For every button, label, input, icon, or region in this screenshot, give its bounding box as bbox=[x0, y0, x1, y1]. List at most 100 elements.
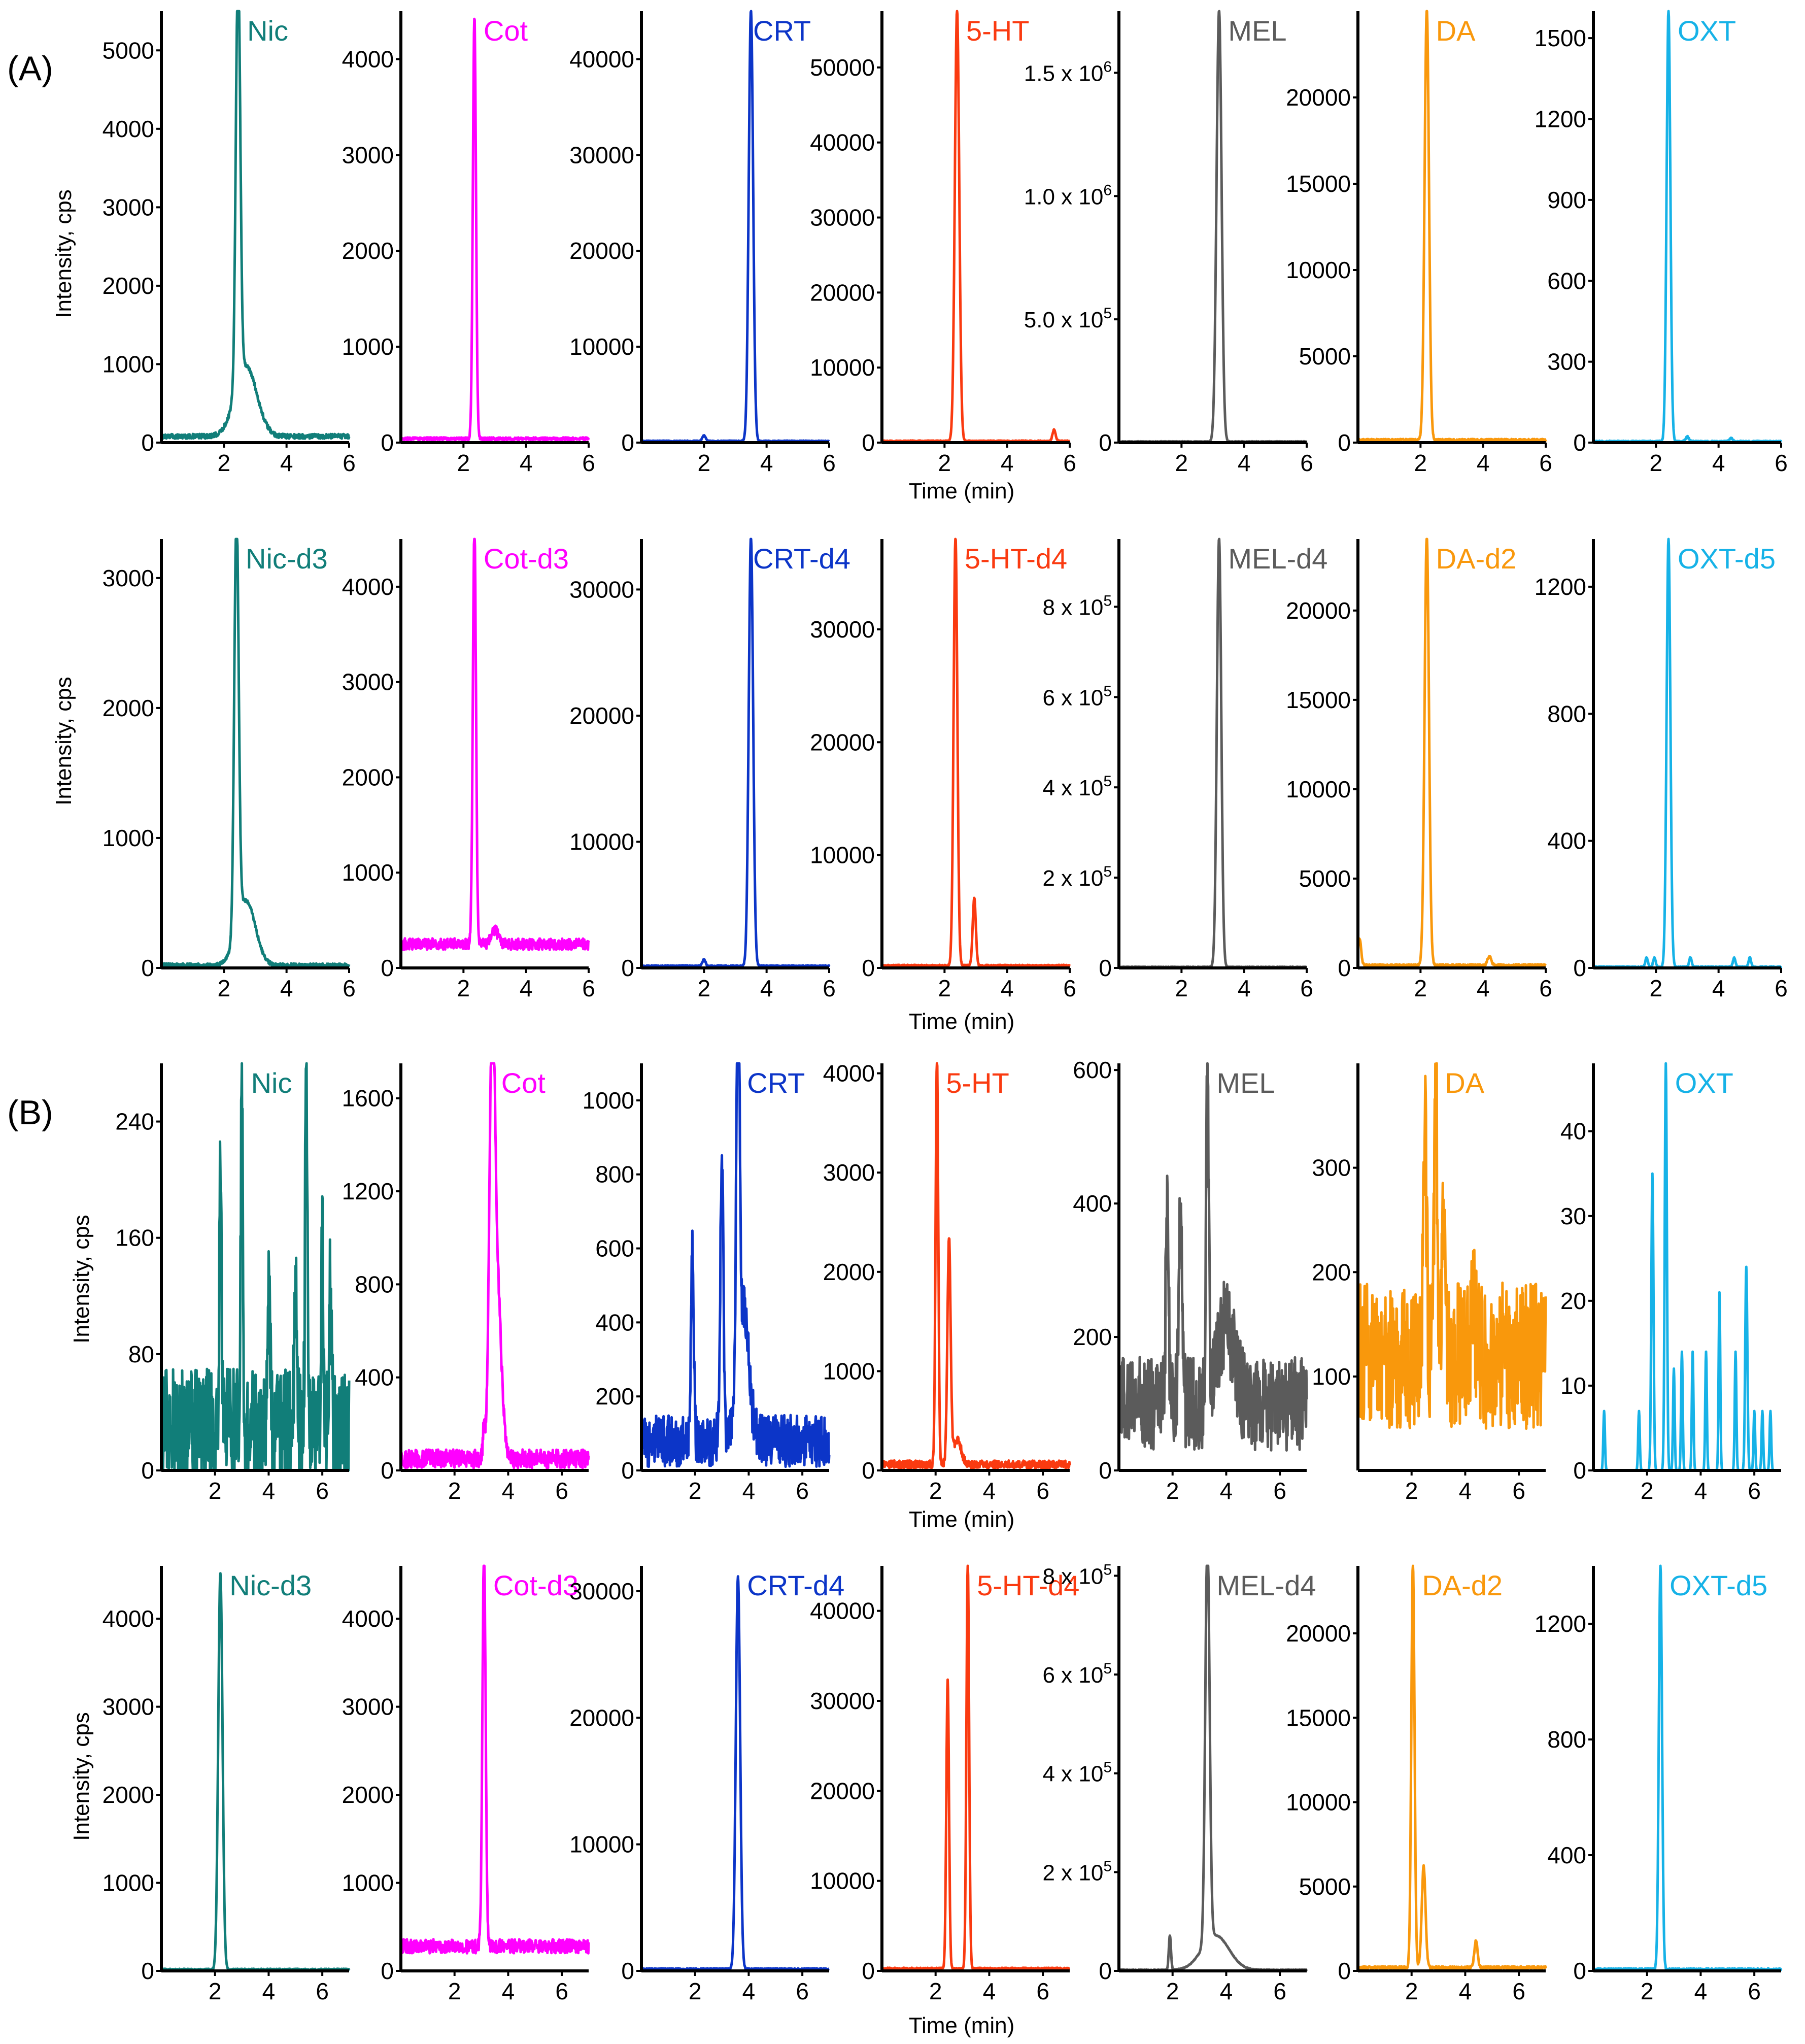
y-tick-label: 0 bbox=[1099, 955, 1112, 981]
y-tick-label: 1000 bbox=[823, 1358, 875, 1384]
chart-a-cot-d3: 0 1000 2000 3000 4000 2 4 6 Cot-d3 bbox=[342, 538, 595, 1001]
y-tick-label: 20000 bbox=[569, 702, 634, 729]
y-tick-label: 1000 bbox=[103, 1870, 154, 1896]
x-tick-label: 4 bbox=[1238, 975, 1251, 1001]
y-tick-label: 1600 bbox=[342, 1085, 394, 1112]
x-tick-label: 2 bbox=[1166, 1478, 1179, 1504]
x-tick-label: 2 bbox=[1650, 450, 1663, 476]
y-tick-label: 160 bbox=[115, 1225, 154, 1251]
y-tick-label: 1.5 x 106 bbox=[1024, 58, 1112, 86]
x-tick-label: 4 bbox=[502, 1478, 515, 1504]
y-tick-label: 0 bbox=[381, 1457, 394, 1484]
y-tick-label: 4000 bbox=[103, 1605, 154, 1632]
x-tick-label: 4 bbox=[983, 1478, 996, 1504]
y-axis-title-a2: Intensity, cps bbox=[51, 677, 76, 806]
y-tick-label: 2000 bbox=[103, 273, 154, 299]
chart-a-nic: 0 1000 2000 3000 4000 5000 2 4 6 Nic bbox=[103, 10, 356, 476]
y-tick-label: 1000 bbox=[103, 351, 154, 377]
y-tick-label: 20000 bbox=[1286, 84, 1351, 111]
x-tick-label: 2 bbox=[448, 1978, 461, 2004]
y-tick-label: 1000 bbox=[342, 1870, 394, 1896]
x-tick-label: 6 bbox=[1512, 1478, 1525, 1504]
x-tick-label: 2 bbox=[1405, 1978, 1418, 2004]
series-label-b-nic-d3: Nic-d3 bbox=[229, 1569, 312, 1601]
chart-a-oxt-d5: 0 400 800 1200 2 4 6 OXT-d5 bbox=[1535, 538, 1788, 1001]
y-tick-label: 6 x 105 bbox=[1042, 1660, 1112, 1688]
x-tick-label: 4 bbox=[742, 1978, 756, 2004]
y-tick-label: 1200 bbox=[1535, 1611, 1586, 1637]
series-line-a-nic-d3 bbox=[160, 538, 351, 969]
x-tick-label: 4 bbox=[1001, 975, 1014, 1001]
y-tick-label: 8 x 105 bbox=[1042, 592, 1112, 620]
y-tick-label: 20000 bbox=[810, 729, 875, 755]
y-tick-label: 600 bbox=[1547, 267, 1586, 294]
y-tick-label: 2000 bbox=[342, 238, 394, 264]
y-tick-label: 1000 bbox=[583, 1087, 634, 1114]
series-label-b-mel-d4: MEL-d4 bbox=[1216, 1569, 1316, 1601]
y-tick-label: 80 bbox=[128, 1341, 154, 1367]
series-label-b-5-ht: 5-HT bbox=[946, 1067, 1009, 1099]
y-tick-label: 2 x 105 bbox=[1042, 863, 1112, 891]
chart-b-crt: 0 200 400 600 800 1000 2 4 6 CRT bbox=[583, 1062, 831, 1504]
y-axis-title-a1: Intensity, cps bbox=[51, 189, 76, 318]
y-tick-label: 0 bbox=[381, 429, 394, 456]
y-tick-label: 1.0 x 106 bbox=[1024, 182, 1112, 209]
series-label-b-oxt-d5: OXT-d5 bbox=[1670, 1569, 1767, 1601]
y-tick-label: 5.0 x 105 bbox=[1024, 305, 1112, 332]
y-tick-label: 15000 bbox=[1286, 171, 1351, 197]
y-tick-label: 1000 bbox=[342, 333, 394, 360]
y-tick-label: 40000 bbox=[810, 129, 875, 156]
series-label-a-da-d2: DA-d2 bbox=[1436, 543, 1517, 575]
y-tick-label: 10 bbox=[1560, 1372, 1586, 1399]
y-tick-label: 400 bbox=[1073, 1190, 1112, 1217]
x-tick-label: 4 bbox=[760, 975, 773, 1001]
series-label-a-5-ht-d4: 5-HT-d4 bbox=[965, 543, 1067, 575]
y-tick-label: 2 x 105 bbox=[1042, 1858, 1112, 1885]
y-tick-label: 30000 bbox=[810, 616, 875, 643]
series-line-a-cot bbox=[399, 17, 590, 442]
y-tick-label: 1200 bbox=[1535, 574, 1586, 600]
x-tick-label: 2 bbox=[209, 1478, 222, 1504]
chart-a-5-ht: 0 10000 20000 30000 40000 50000 2 4 6 5-HT bbox=[810, 10, 1076, 476]
series-label-a-crt: CRT bbox=[753, 15, 811, 47]
x-tick-label: 6 bbox=[823, 450, 836, 476]
y-tick-label: 5000 bbox=[1299, 865, 1351, 892]
y-tick-label: 0 bbox=[1338, 1958, 1351, 1984]
x-tick-label: 2 bbox=[929, 1978, 942, 2004]
x-tick-label: 6 bbox=[555, 1978, 568, 2004]
series-label-a-da: DA bbox=[1436, 15, 1476, 47]
y-axis-title-b1: Intensity, cps bbox=[69, 1215, 94, 1344]
series-label-b-cot: Cot bbox=[501, 1067, 546, 1099]
x-tick-label: 6 bbox=[1063, 450, 1076, 476]
chart-b-cot: 0 400 800 1200 1600 2 4 6 Cot bbox=[342, 1062, 590, 1504]
x-tick-label: 4 bbox=[1220, 1978, 1233, 2004]
y-tick-label: 0 bbox=[1099, 429, 1112, 456]
y-tick-label: 4000 bbox=[342, 1605, 394, 1632]
x-tick-label: 6 bbox=[1539, 975, 1552, 1001]
x-tick-label: 6 bbox=[1300, 450, 1313, 476]
y-tick-label: 10000 bbox=[569, 333, 634, 360]
x-tick-label: 2 bbox=[218, 450, 231, 476]
y-tick-label: 10000 bbox=[1286, 776, 1351, 802]
y-tick-label: 2000 bbox=[342, 764, 394, 790]
x-tick-label: 4 bbox=[262, 1478, 276, 1504]
y-tick-label: 0 bbox=[381, 955, 394, 981]
y-tick-label: 0 bbox=[1573, 1457, 1586, 1484]
x-tick-label: 2 bbox=[938, 450, 951, 476]
y-tick-label: 800 bbox=[595, 1161, 634, 1188]
x-tick-label: 6 bbox=[1273, 1978, 1286, 2004]
y-tick-label: 1200 bbox=[342, 1178, 394, 1204]
series-label-b-crt: CRT bbox=[747, 1067, 805, 1099]
series-label-b-cot-d3: Cot-d3 bbox=[493, 1569, 578, 1601]
y-tick-label: 5000 bbox=[103, 37, 154, 63]
x-tick-label: 2 bbox=[1175, 450, 1188, 476]
y-tick-label: 30 bbox=[1560, 1203, 1586, 1229]
y-tick-label: 30000 bbox=[810, 1688, 875, 1714]
y-tick-label: 0 bbox=[141, 1958, 154, 1984]
y-tick-label: 30000 bbox=[810, 205, 875, 231]
y-tick-label: 10000 bbox=[810, 1868, 875, 1894]
x-tick-label: 4 bbox=[1712, 450, 1725, 476]
series-line-b-nic bbox=[160, 1062, 351, 1472]
y-tick-label: 8 x 105 bbox=[1042, 1561, 1112, 1589]
